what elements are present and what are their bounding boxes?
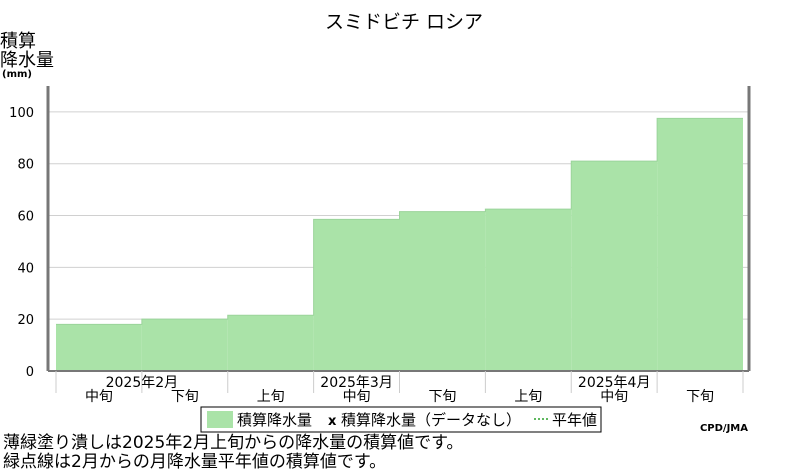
footnote-2: 緑点線は2月からの月降水量平年値の積算値です。	[3, 452, 386, 470]
x-period-label: 下旬	[171, 389, 199, 405]
x-month-label: 2025年4月	[578, 375, 651, 391]
legend-swatch-fill	[207, 411, 233, 428]
y-tick-label: 80	[17, 158, 34, 173]
legend-marker-nodata: x	[328, 414, 337, 429]
x-period-label: 下旬	[686, 389, 714, 405]
x-month-label: 2025年3月	[320, 375, 393, 391]
area-step	[141, 319, 228, 371]
y-tick-label: 60	[17, 210, 34, 225]
x-period-label: 下旬	[428, 389, 456, 405]
y-axis-label-line2: 降水量	[0, 50, 54, 71]
x-period-label: 中旬	[600, 389, 628, 405]
legend-label-fill: 積算降水量	[237, 411, 312, 429]
credit-label: CPD/JMA	[700, 423, 748, 434]
area-step	[313, 219, 400, 371]
y-tick-label: 40	[17, 261, 34, 276]
area-step	[571, 161, 658, 371]
area-step	[227, 315, 314, 371]
x-period-label: 中旬	[343, 389, 371, 405]
area-step	[485, 209, 572, 371]
y-axis-unit: (mm)	[2, 69, 32, 80]
x-period-label: 中旬	[85, 389, 113, 405]
chart-title: スミドビチ ロシア	[325, 11, 483, 33]
footnote-1: 薄緑塗り潰しは2025年2月上旬からの降水量の積算値です。	[3, 432, 463, 453]
legend-label-nodata: 積算降水量（データなし）	[341, 411, 521, 429]
y-tick-label: 100	[9, 106, 34, 121]
x-period-label: 上旬	[257, 389, 285, 405]
y-axis-label-line1: 積算	[0, 31, 36, 52]
legend: 積算降水量 x 積算降水量（データなし） 平年値	[200, 406, 602, 433]
area-step	[399, 211, 486, 371]
legend-label-normal: 平年値	[552, 411, 597, 429]
x-period-label: 上旬	[514, 389, 542, 405]
area-step	[56, 324, 142, 371]
y-tick-label: 20	[17, 313, 34, 328]
series-outline	[56, 117, 743, 325]
y-tick-label: 0	[26, 365, 34, 380]
x-month-label: 2025年2月	[106, 375, 179, 391]
area-step	[657, 118, 743, 372]
